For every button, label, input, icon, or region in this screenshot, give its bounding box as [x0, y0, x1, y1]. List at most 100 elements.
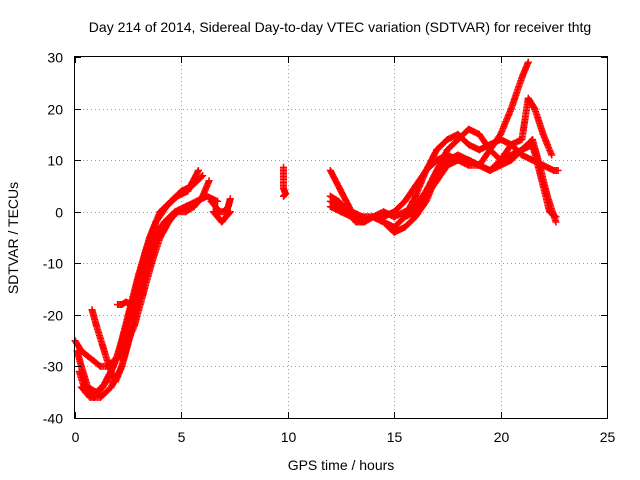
data-point	[548, 151, 556, 159]
data-point	[97, 362, 105, 370]
data-point	[524, 94, 532, 102]
series-track-e	[71, 177, 213, 370]
data-point	[443, 161, 451, 169]
data-point	[75, 368, 83, 376]
data-point	[211, 203, 219, 211]
data-point	[486, 146, 494, 154]
data-point	[539, 130, 547, 138]
data-point	[226, 195, 234, 203]
y-tick-label: -10	[43, 256, 63, 272]
series-track-i	[326, 125, 560, 226]
data-point	[380, 208, 388, 216]
data-point	[433, 166, 441, 174]
data-point	[380, 218, 388, 226]
data-point	[369, 213, 377, 221]
data-point	[77, 383, 85, 391]
data-point	[107, 383, 115, 391]
data-point	[411, 208, 419, 216]
x-tick-label: 10	[281, 429, 297, 445]
y-tick-label: 0	[55, 205, 63, 221]
x-tick-label: 5	[178, 429, 186, 445]
data-point	[554, 166, 562, 174]
data-point	[390, 228, 398, 236]
data-point	[433, 177, 441, 185]
data-point	[348, 208, 356, 216]
data-point	[92, 321, 100, 329]
data-point	[507, 151, 515, 159]
x-tick-label: 20	[494, 429, 510, 445]
data-point	[118, 362, 126, 370]
data-point	[173, 192, 181, 200]
data-point	[543, 192, 551, 200]
data-point	[97, 393, 105, 401]
data-point	[103, 362, 111, 370]
data-point	[552, 218, 560, 226]
data-point	[337, 187, 345, 195]
y-tick-label: 20	[47, 102, 63, 118]
data-point	[465, 156, 473, 164]
data-point	[194, 166, 202, 174]
data-point	[537, 166, 545, 174]
data-point	[86, 393, 94, 401]
data-point	[199, 192, 207, 200]
data-point	[443, 136, 451, 144]
data-point	[507, 105, 515, 113]
y-axis-title: SDTVAR / TECUs	[5, 182, 21, 294]
data-point	[118, 301, 126, 309]
series-tail-1	[114, 298, 139, 309]
data-point	[131, 321, 139, 329]
data-markers	[71, 58, 562, 401]
data-point	[524, 58, 532, 66]
data-point	[148, 259, 156, 267]
data-point	[214, 213, 222, 221]
data-point	[116, 352, 124, 360]
x-tick-label: 15	[387, 429, 403, 445]
series-track-j	[401, 94, 556, 221]
y-tick-label: 30	[47, 50, 63, 66]
axis-ticks: 0 5 10 15 20 25 -40 -30 -20 -10 0 10 20 30	[43, 50, 616, 446]
data-point	[507, 141, 515, 149]
data-point	[209, 208, 217, 216]
data-point	[531, 105, 539, 113]
data-point	[326, 197, 334, 205]
data-point	[280, 192, 288, 200]
data-point	[109, 357, 117, 365]
y-tick-label: 10	[47, 153, 63, 169]
y-tick-label: -40	[43, 411, 63, 427]
data-point	[184, 187, 192, 195]
data-point	[226, 208, 234, 216]
data-point	[90, 357, 98, 365]
data-point	[518, 74, 526, 82]
data-point	[454, 136, 462, 144]
data-point	[411, 192, 419, 200]
series-blob-10h	[280, 163, 290, 200]
data-point	[84, 352, 92, 360]
data-point	[156, 234, 164, 241]
data-point	[497, 156, 505, 164]
data-point	[139, 290, 147, 298]
data-point	[182, 208, 190, 216]
data-point	[518, 136, 526, 144]
data-point	[207, 197, 215, 205]
data-point	[99, 342, 107, 350]
data-point	[390, 213, 398, 221]
data-point	[214, 197, 222, 205]
data-point	[518, 146, 526, 154]
data-point	[358, 213, 366, 221]
data-point	[122, 342, 130, 350]
data-point	[122, 298, 130, 306]
data-point	[326, 166, 334, 174]
data-point	[77, 347, 85, 355]
x-tick-label: 0	[72, 429, 80, 445]
data-point	[205, 177, 213, 185]
data-point	[465, 141, 473, 149]
data-point	[224, 203, 232, 211]
data-point	[411, 182, 419, 190]
data-point	[190, 203, 198, 211]
data-point	[163, 203, 171, 211]
data-point	[199, 172, 207, 180]
data-point	[529, 136, 537, 144]
data-point	[497, 130, 505, 138]
data-point	[280, 185, 288, 193]
